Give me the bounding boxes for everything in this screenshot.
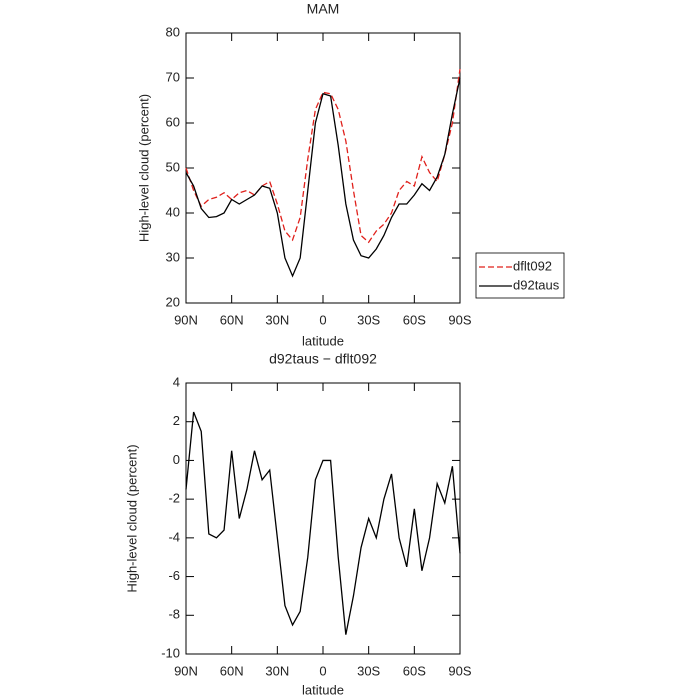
y-tick-label: 70 <box>166 69 180 84</box>
x-axis-label: latitude <box>302 333 344 348</box>
x-tick-label: 60S <box>403 663 426 678</box>
x-tick-label: 30N <box>265 312 289 327</box>
y-axis-label: High-level cloud (percent) <box>124 444 139 592</box>
y-tick-label: -4 <box>168 529 180 544</box>
x-tick-label: 60N <box>220 663 244 678</box>
y-tick-label: 0 <box>173 452 180 467</box>
y-tick-label: 50 <box>166 159 180 174</box>
y-tick-label: -8 <box>168 607 180 622</box>
x-tick-label: 0 <box>319 312 326 327</box>
x-tick-label: 30S <box>357 663 380 678</box>
legend-box <box>475 252 565 299</box>
data-line <box>185 68 461 244</box>
x-tick-label: 90S <box>448 663 471 678</box>
y-tick-label: 20 <box>166 294 180 309</box>
data-line <box>185 411 461 635</box>
x-tick-label: 0 <box>319 663 326 678</box>
y-tick-label: 60 <box>166 114 180 129</box>
x-tick-label: 60N <box>220 312 244 327</box>
chart-title: d92taus − dflt092 <box>269 351 377 367</box>
legend-label: d92taus <box>513 277 560 292</box>
y-tick-label: 40 <box>166 204 180 219</box>
y-axis-label: High-level cloud (percent) <box>136 94 151 242</box>
chart-title: MAM <box>307 1 340 17</box>
x-tick-label: 90S <box>448 312 471 327</box>
y-tick-label: 30 <box>166 249 180 264</box>
x-tick-label: 30N <box>265 663 289 678</box>
x-tick-label: 60S <box>403 312 426 327</box>
plot-frame <box>185 382 461 655</box>
data-line <box>185 77 461 278</box>
y-tick-label: 2 <box>173 413 180 428</box>
y-tick-label: 4 <box>173 374 180 389</box>
y-tick-label: 80 <box>166 24 180 39</box>
y-tick-label: -6 <box>168 568 180 583</box>
y-tick-label: -2 <box>168 491 180 506</box>
x-tick-label: 30S <box>357 312 380 327</box>
x-tick-label: 90N <box>174 663 198 678</box>
x-axis-label: latitude <box>302 682 344 697</box>
legend-label: dflt092 <box>513 258 552 273</box>
y-tick-label: -10 <box>161 645 180 660</box>
x-tick-label: 90N <box>174 312 198 327</box>
